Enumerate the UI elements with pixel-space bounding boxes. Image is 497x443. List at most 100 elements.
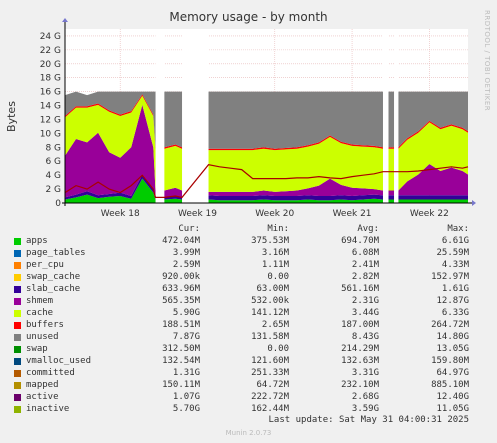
legend-row-slab-cache: slab_cache 633.96M 63.00M 561.16M 1.61G bbox=[0, 284, 497, 296]
data-gap bbox=[182, 29, 209, 203]
x-tick-label: Week 19 bbox=[178, 209, 217, 219]
legend-header: Cur: Min: Avg: Max: bbox=[0, 224, 497, 236]
x-axis-ticks: Week 18 Week 19 Week 20 Week 21 Week 22 bbox=[101, 209, 449, 219]
legend-cur: 312.50M bbox=[162, 344, 200, 354]
legend-header-avg: Avg: bbox=[357, 224, 379, 234]
legend-avg: 2.68G bbox=[351, 392, 379, 402]
legend-name: swap bbox=[26, 344, 48, 354]
legend-min: 141.12M bbox=[251, 308, 289, 318]
munin-version: Munin 2.0.73 bbox=[225, 429, 272, 437]
legend-name: page_tables bbox=[26, 248, 86, 258]
legend-name: active bbox=[26, 392, 59, 402]
legend-min: 375.53M bbox=[251, 236, 289, 246]
legend-swatch bbox=[14, 358, 21, 365]
legend-name: vmalloc_used bbox=[26, 356, 92, 366]
legend-min: 162.44M bbox=[251, 404, 289, 414]
legend-max: 11.05G bbox=[436, 404, 469, 414]
x-tick-label: Week 21 bbox=[333, 209, 372, 219]
legend-max: 12.87G bbox=[436, 296, 469, 306]
legend-swatch bbox=[14, 310, 21, 317]
legend-max: 13.05G bbox=[436, 344, 469, 354]
legend-avg: 694.70M bbox=[341, 236, 379, 246]
legend-max: 152.97M bbox=[431, 272, 469, 282]
y-tick-label: 4 G bbox=[45, 171, 61, 181]
legend-swatch bbox=[14, 346, 21, 353]
legend-avg: 8.43G bbox=[351, 332, 379, 342]
legend-max: 6.61G bbox=[441, 236, 469, 246]
legend-swatch bbox=[14, 382, 21, 389]
legend-min: 3.16M bbox=[261, 248, 289, 258]
series-lines bbox=[64, 164, 469, 199]
y-axis-ticks: 0 2 G 4 G 6 G 8 G 10 G 12 G 14 G 16 G 18 G 20 G 22 … bbox=[40, 32, 62, 209]
legend-name: swap_cache bbox=[26, 272, 81, 282]
legend-avg: 561.16M bbox=[341, 284, 379, 294]
x-tick-label: Week 18 bbox=[101, 209, 140, 219]
legend-row-inactive: inactive 5.70G 162.44M 3.59G 11.05G bbox=[0, 404, 497, 416]
legend-row-buffers: buffers 188.51M 2.65M 187.00M 264.72M bbox=[0, 320, 497, 332]
legend-cur: 2.59M bbox=[172, 260, 200, 270]
legend-min: 63.00M bbox=[256, 284, 289, 294]
legend-avg: 3.31G bbox=[351, 368, 379, 378]
legend-swatch bbox=[14, 262, 21, 269]
legend-swatch bbox=[14, 394, 21, 401]
legend-max: 64.97G bbox=[436, 368, 469, 378]
data-gap bbox=[155, 29, 165, 203]
legend-cur: 1.31G bbox=[172, 368, 200, 378]
legend-name: buffers bbox=[26, 320, 64, 330]
legend-swatch bbox=[14, 286, 21, 293]
legend-row-mapped: mapped 150.11M 64.72M 232.10M 885.10M bbox=[0, 380, 497, 392]
legend-name: inactive bbox=[26, 404, 70, 414]
legend-max: 6.33G bbox=[441, 308, 469, 318]
legend-cur: 472.04M bbox=[162, 236, 200, 246]
y-tick-label: 0 bbox=[55, 199, 61, 209]
legend-cur: 132.54M bbox=[162, 356, 200, 366]
y-tick-label: 16 G bbox=[40, 88, 61, 98]
legend-name: unused bbox=[26, 332, 59, 342]
y-tick-label: 20 G bbox=[40, 60, 61, 70]
y-tick-label: 12 G bbox=[40, 115, 61, 125]
legend-avg: 2.31G bbox=[351, 296, 379, 306]
legend-avg: 132.63M bbox=[341, 356, 379, 366]
y-tick-label: 10 G bbox=[40, 129, 61, 139]
legend-row-unused: unused 7.87G 131.58M 8.43G 14.80G bbox=[0, 332, 497, 344]
legend-avg: 3.59G bbox=[351, 404, 379, 414]
x-axis-arrow bbox=[472, 200, 476, 206]
legend-avg: 232.10M bbox=[341, 380, 379, 390]
legend-swatch bbox=[14, 334, 21, 341]
memory-chart: 0 2 G 4 G 6 G 8 G 10 G 12 G 14 G 16 G 18 G 20 G 22 … bbox=[40, 18, 476, 219]
legend-name: committed bbox=[26, 368, 75, 378]
y-tick-label: 6 G bbox=[45, 157, 61, 167]
area-shmem bbox=[65, 104, 468, 198]
area-slab-cache bbox=[65, 174, 468, 201]
legend-swatch bbox=[14, 370, 21, 377]
y-tick-label: 14 G bbox=[40, 102, 61, 112]
legend-header-min: Min: bbox=[267, 224, 289, 234]
rrdtool-watermark: RRDTOOL / TOBI OETIKER bbox=[483, 10, 491, 112]
legend-cur: 188.51M bbox=[162, 320, 200, 330]
y-tick-label: 2 G bbox=[45, 185, 61, 195]
legend-avg: 3.44G bbox=[351, 308, 379, 318]
legend-max: 4.33M bbox=[441, 260, 469, 270]
legend-avg: 6.08M bbox=[351, 248, 379, 258]
legend-row-active: active 1.07G 222.72M 2.68G 12.40G bbox=[0, 392, 497, 404]
legend-row-per-cpu: per_cpu 2.59M 1.11M 2.41M 4.33M bbox=[0, 260, 497, 272]
legend-name: per_cpu bbox=[26, 260, 64, 270]
legend-name: slab_cache bbox=[26, 284, 81, 294]
legend-min: 1.11M bbox=[261, 260, 289, 270]
legend-avg: 214.29M bbox=[341, 344, 379, 354]
legend-max: 1.61G bbox=[441, 284, 469, 294]
legend-cur: 150.11M bbox=[162, 380, 200, 390]
last-update: Last update: Sat May 31 04:00:31 2025 bbox=[268, 415, 469, 425]
legend-row-shmem: shmem 565.35M 532.00k 2.31G 12.87G bbox=[0, 296, 497, 308]
legend-min: 2.65M bbox=[261, 320, 289, 330]
legend-row-page-tables: page_tables 3.99M 3.16M 6.08M 25.59M bbox=[0, 248, 497, 260]
legend-cur: 5.90G bbox=[172, 308, 200, 318]
legend-cur: 5.70G bbox=[172, 404, 200, 414]
legend-max: 12.40G bbox=[436, 392, 469, 402]
legend-name: shmem bbox=[26, 296, 54, 306]
y-axis-arrow bbox=[62, 18, 68, 22]
legend-swatch bbox=[14, 274, 21, 281]
data-gap bbox=[394, 29, 399, 203]
x-tick-label: Week 22 bbox=[410, 209, 449, 219]
legend-max: 264.72M bbox=[431, 320, 469, 330]
